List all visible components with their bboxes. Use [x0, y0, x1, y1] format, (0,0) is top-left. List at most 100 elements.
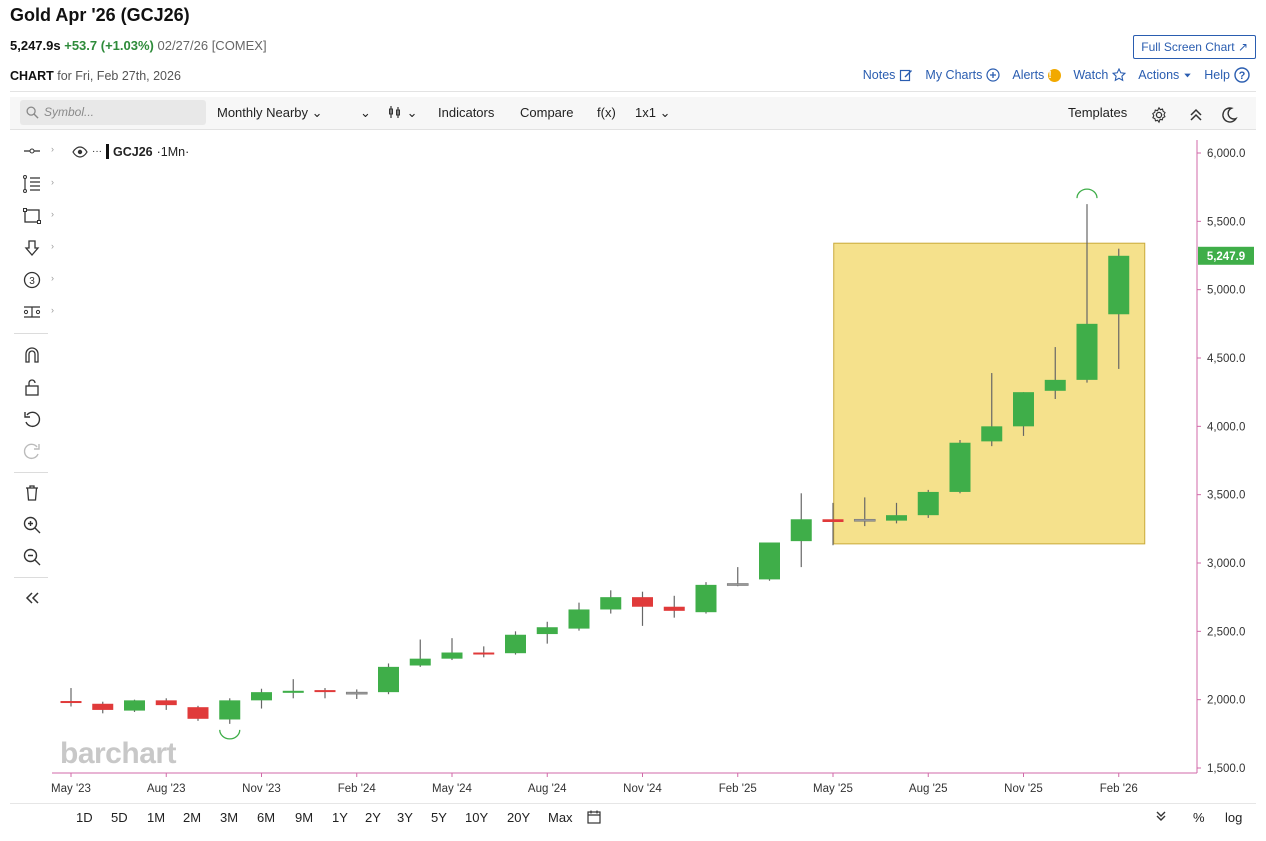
candle-body	[600, 597, 622, 610]
candle-body	[378, 666, 399, 693]
line-tool-button[interactable]: ›	[10, 137, 54, 165]
my-charts-link[interactable]: My Charts	[925, 67, 1000, 83]
expand-bottom-button[interactable]	[1154, 809, 1168, 826]
period-button[interactable]: 5D	[111, 810, 128, 825]
eye-icon[interactable]	[72, 145, 88, 158]
x-tick-label: May '24	[432, 783, 473, 795]
candle-body	[726, 583, 749, 586]
lock-button[interactable]	[10, 373, 54, 401]
candle-body	[695, 584, 717, 613]
alerts-link[interactable]: Alerts !	[1012, 67, 1062, 83]
watch-link[interactable]: Watch	[1073, 67, 1127, 83]
period-button[interactable]: 9M	[295, 810, 314, 825]
actions-label: Actions	[1138, 68, 1180, 82]
search-icon	[26, 106, 39, 119]
indicators-button[interactable]: Indicators	[438, 105, 495, 120]
help-link[interactable]: Help ?	[1204, 67, 1250, 83]
delete-drawings-button[interactable]	[10, 479, 54, 507]
candle-body	[282, 690, 304, 693]
layout-select[interactable]: 1x1 ⌄	[635, 105, 671, 120]
collapse-toolbar-button[interactable]	[1188, 104, 1204, 122]
period-button[interactable]: 1D	[76, 810, 93, 825]
period-button[interactable]: 2Y	[365, 810, 381, 825]
magnet-button[interactable]	[10, 341, 54, 369]
chart-type-select[interactable]: ⌄	[387, 97, 418, 129]
candle-body	[568, 609, 590, 629]
date-range-button[interactable]	[586, 809, 602, 828]
settings-button[interactable]	[1150, 104, 1168, 124]
interval-extra-chevron[interactable]: ⌄	[360, 105, 371, 120]
fx-button[interactable]: f(x)	[597, 105, 616, 120]
period-button[interactable]: 10Y	[465, 810, 489, 825]
quote-line: 5,247.9s +53.7 (+1.03%) 02/27/26 [COMEX]	[10, 38, 267, 53]
dark-mode-toggle[interactable]	[1220, 104, 1238, 123]
double-chevron-left-icon	[25, 592, 39, 604]
barchart-watermark: barchart	[60, 737, 177, 770]
annotation-tool-button[interactable]: 3 ›	[10, 266, 54, 294]
period-button[interactable]: 2M	[183, 810, 202, 825]
shape-tool-button[interactable]: ›	[10, 202, 54, 230]
last-price-tag	[1198, 246, 1254, 265]
candlestick-type-icon	[389, 106, 400, 118]
period-button[interactable]: 3M	[220, 810, 239, 825]
arrow-tool-button[interactable]: ›	[10, 234, 54, 262]
x-tick-label: Nov '25	[1004, 783, 1043, 795]
interval-select[interactable]: Monthly Nearby ⌄	[217, 105, 323, 120]
zoom-in-button[interactable]	[10, 511, 54, 539]
candle-body	[853, 518, 876, 522]
candle-body	[917, 491, 939, 516]
alert-icon: !	[1048, 68, 1062, 82]
last-price: 5,247.9s	[10, 38, 61, 53]
y-tick-label: 6,000.0	[1207, 148, 1245, 160]
candle-body	[759, 542, 780, 580]
symbol-search-input[interactable]: Symbol...	[20, 100, 206, 125]
candle-body	[1076, 323, 1098, 380]
undo-button[interactable]	[10, 405, 54, 433]
legend-menu-dots[interactable]: ···	[92, 146, 102, 157]
fib-tool-button[interactable]: ›	[10, 170, 54, 198]
y-tick-label: 3,000.0	[1207, 558, 1245, 570]
magnet-icon	[25, 347, 39, 363]
drawing-tools-sidebar: › › › › 3 › ›	[10, 135, 54, 775]
notes-link[interactable]: Notes	[863, 67, 914, 83]
period-button[interactable]: 1M	[147, 810, 166, 825]
percent-scale-button[interactable]: %	[1193, 810, 1205, 825]
templates-button[interactable]: Templates	[1068, 105, 1128, 120]
period-button[interactable]: 1Y	[332, 810, 348, 825]
actions-menu[interactable]: Actions	[1138, 67, 1192, 83]
period-button[interactable]: 20Y	[507, 810, 531, 825]
collapse-sidebar-button[interactable]	[10, 584, 54, 612]
zoom-out-button[interactable]	[10, 543, 54, 571]
x-tick-label: Nov '23	[242, 783, 281, 795]
collapse-icon	[1190, 108, 1202, 121]
caret-down-icon	[1184, 73, 1191, 77]
price-change: +53.7 (+1.03%)	[64, 38, 154, 53]
period-button[interactable]: 5Y	[431, 810, 447, 825]
moon-icon	[1222, 107, 1238, 123]
candle-body	[632, 597, 653, 607]
highlight-box	[833, 242, 1146, 545]
plus-circle-icon	[986, 68, 1000, 82]
notes-label: Notes	[862, 68, 896, 82]
candle-body	[409, 658, 431, 666]
period-button[interactable]: 3Y	[397, 810, 413, 825]
numbered-circle-icon: 3	[23, 271, 41, 289]
chart-type-chevron: ⌄	[406, 105, 418, 120]
compare-button[interactable]: Compare	[520, 105, 574, 120]
star-icon	[1112, 68, 1127, 82]
submenu-arrow: ›	[51, 241, 54, 251]
measure-tool-button[interactable]: ›	[10, 298, 54, 326]
redo-button[interactable]	[10, 437, 54, 465]
full-screen-chart-button[interactable]: Full Screen Chart ↗	[1133, 35, 1256, 59]
chart-legend: ··· GCJ26 ·1Mn·	[72, 144, 189, 159]
gear-icon	[1152, 106, 1166, 124]
double-chevron-down-icon	[1156, 811, 1166, 821]
candle-body	[1044, 379, 1066, 391]
period-button[interactable]: 6M	[257, 810, 276, 825]
log-scale-button[interactable]: log	[1225, 810, 1243, 825]
period-button[interactable]: Max	[548, 810, 573, 825]
swing-high-marker	[1076, 188, 1098, 199]
chart-for-text: for Fri, Feb 27th, 2026	[53, 69, 181, 83]
top-links: Notes My Charts Alerts ! Watch Actions H…	[863, 67, 1250, 83]
